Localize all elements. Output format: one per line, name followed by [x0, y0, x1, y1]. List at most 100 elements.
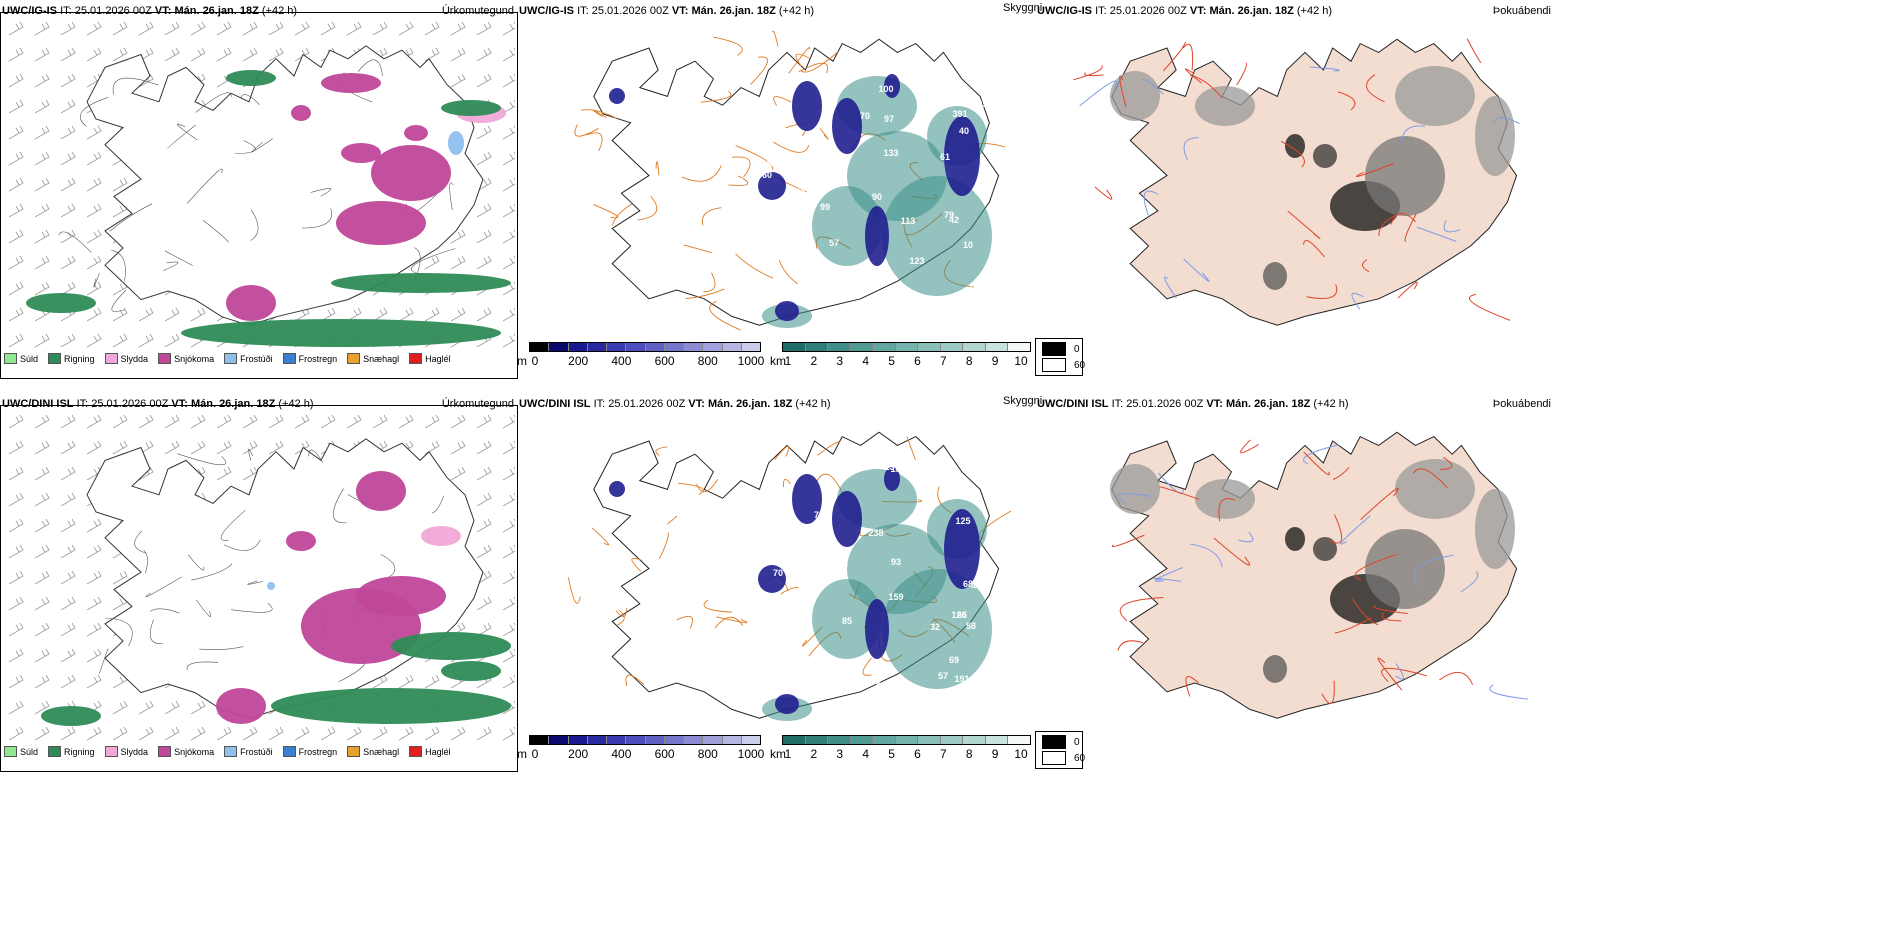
wind-barb: [190, 440, 206, 455]
river-line: [1190, 543, 1223, 568]
colorbar-cell: [940, 343, 964, 351]
wind-barb: [8, 648, 24, 663]
legend-swatch: [104, 746, 118, 757]
fog-area: [1313, 144, 1337, 168]
low-visibility-area: [775, 301, 799, 321]
wind-barb: [242, 47, 258, 62]
legend-item: Súld: [4, 746, 38, 757]
legend-item: Frostregn: [282, 353, 337, 364]
wind-barb: [86, 177, 102, 192]
road-line: [611, 203, 633, 226]
run-header: UWC/IG-IS IT: 25.01.2026 00Z VT: Mán. 26…: [519, 5, 814, 17]
road-line: [773, 96, 792, 106]
river-line: [1401, 125, 1426, 142]
visibility-value-label: 85: [842, 616, 852, 626]
road-line: [1439, 671, 1474, 685]
precip-area: [41, 706, 101, 726]
road-line: [658, 532, 669, 559]
colorbar-cell: [587, 343, 607, 351]
it-label: IT:: [60, 5, 72, 17]
wind-barb: [216, 726, 232, 741]
road-line: [780, 586, 799, 595]
wind-barb: [216, 440, 232, 455]
visibility-value-label: 72: [796, 275, 806, 285]
visibility-value-label: 391: [952, 109, 967, 119]
colorbar-tick: 400: [611, 354, 632, 368]
wind-barb: [502, 255, 515, 270]
colorbar-tick: 1000: [737, 354, 765, 368]
legend-item: Snæhagl: [347, 353, 399, 364]
wind-barb: [502, 492, 515, 507]
visibility-m-colorbar: m 0 200 400 600 800 1000: [517, 735, 767, 765]
road-line: [1404, 214, 1417, 243]
wind-barb: [346, 726, 362, 741]
precip-area: [181, 319, 501, 347]
legend-label: Slydda: [120, 353, 149, 364]
wind-barb: [268, 414, 284, 429]
run-header: UWC/DINI ISL IT: 25.01.2026 00Z VT: Mán.…: [2, 398, 314, 410]
wind-barb: [8, 726, 24, 741]
road-line: [700, 91, 732, 103]
wind-barb: [86, 281, 102, 296]
precip-area: [341, 143, 381, 163]
wind-barb: [424, 414, 440, 429]
contour-line: [134, 530, 147, 554]
colorbar-tick: 0: [531, 747, 539, 761]
wind-barb: [138, 21, 154, 36]
visibility-km-colorbar: km 1 2 3 4 5 6 7 8 9 10: [770, 342, 1037, 372]
wind-barb: [60, 726, 76, 741]
init-time: 25.01.2026 00Z: [591, 5, 669, 17]
wind-barb: [216, 47, 232, 62]
wind-barb: [8, 700, 24, 715]
wind-barb: [502, 466, 515, 481]
visibility-value-label: 57: [938, 671, 948, 681]
river-line: [1416, 226, 1457, 242]
fog-legend: 0 60: [1035, 731, 1085, 769]
visibility-value-label: 32: [930, 622, 940, 632]
wind-barb: [164, 21, 180, 36]
road-line: [1412, 468, 1448, 489]
wind-barb: [502, 414, 515, 429]
wind-barb: [8, 466, 24, 481]
wind-barb: [294, 440, 310, 455]
river-line: [1309, 66, 1340, 72]
valid-time: Mán. 26.jan. 18Z: [190, 398, 276, 410]
road-line: [1236, 62, 1247, 86]
visibility-value-label: 79: [814, 510, 824, 520]
wind-barb: [450, 307, 466, 322]
precip-area: [421, 526, 461, 546]
visibility-value-label: 72: [810, 529, 820, 539]
colorbar-tick: 2: [810, 354, 818, 368]
river-line: [1079, 80, 1118, 107]
colorbar-tick: 10: [1014, 354, 1028, 368]
colorbar-unit: m: [517, 747, 527, 761]
wind-barb: [34, 570, 50, 585]
wind-barb: [34, 674, 50, 689]
road-line: [696, 479, 718, 493]
road-line: [774, 445, 790, 460]
wind-barb: [476, 414, 492, 429]
legend-item: Snæhagl: [347, 746, 399, 757]
road-line: [819, 128, 829, 140]
low-visibility-area: [944, 116, 980, 196]
wind-barb: [424, 307, 440, 322]
visibility-value-label: 123: [755, 598, 770, 608]
colorbar-cells: [782, 735, 1031, 745]
legend-swatch: [409, 353, 423, 364]
precip-area: [356, 576, 446, 616]
wind-barb: [112, 21, 128, 36]
wind-barb: [164, 307, 180, 322]
colorbar-tick: 200: [568, 747, 589, 761]
wind-barb: [398, 307, 414, 322]
fog-area: [1475, 489, 1515, 569]
road-line: [906, 436, 916, 461]
wind-barb: [346, 21, 362, 36]
precip-area: [441, 100, 501, 116]
visibility-value-label: 58: [966, 621, 976, 631]
precip-area: [267, 582, 275, 590]
wind-barb: [398, 21, 414, 36]
legend-label: Frostúði: [240, 353, 273, 364]
road-line: [1159, 486, 1200, 500]
fog-legend-item: 0: [1042, 735, 1080, 749]
precip-area: [26, 293, 96, 313]
